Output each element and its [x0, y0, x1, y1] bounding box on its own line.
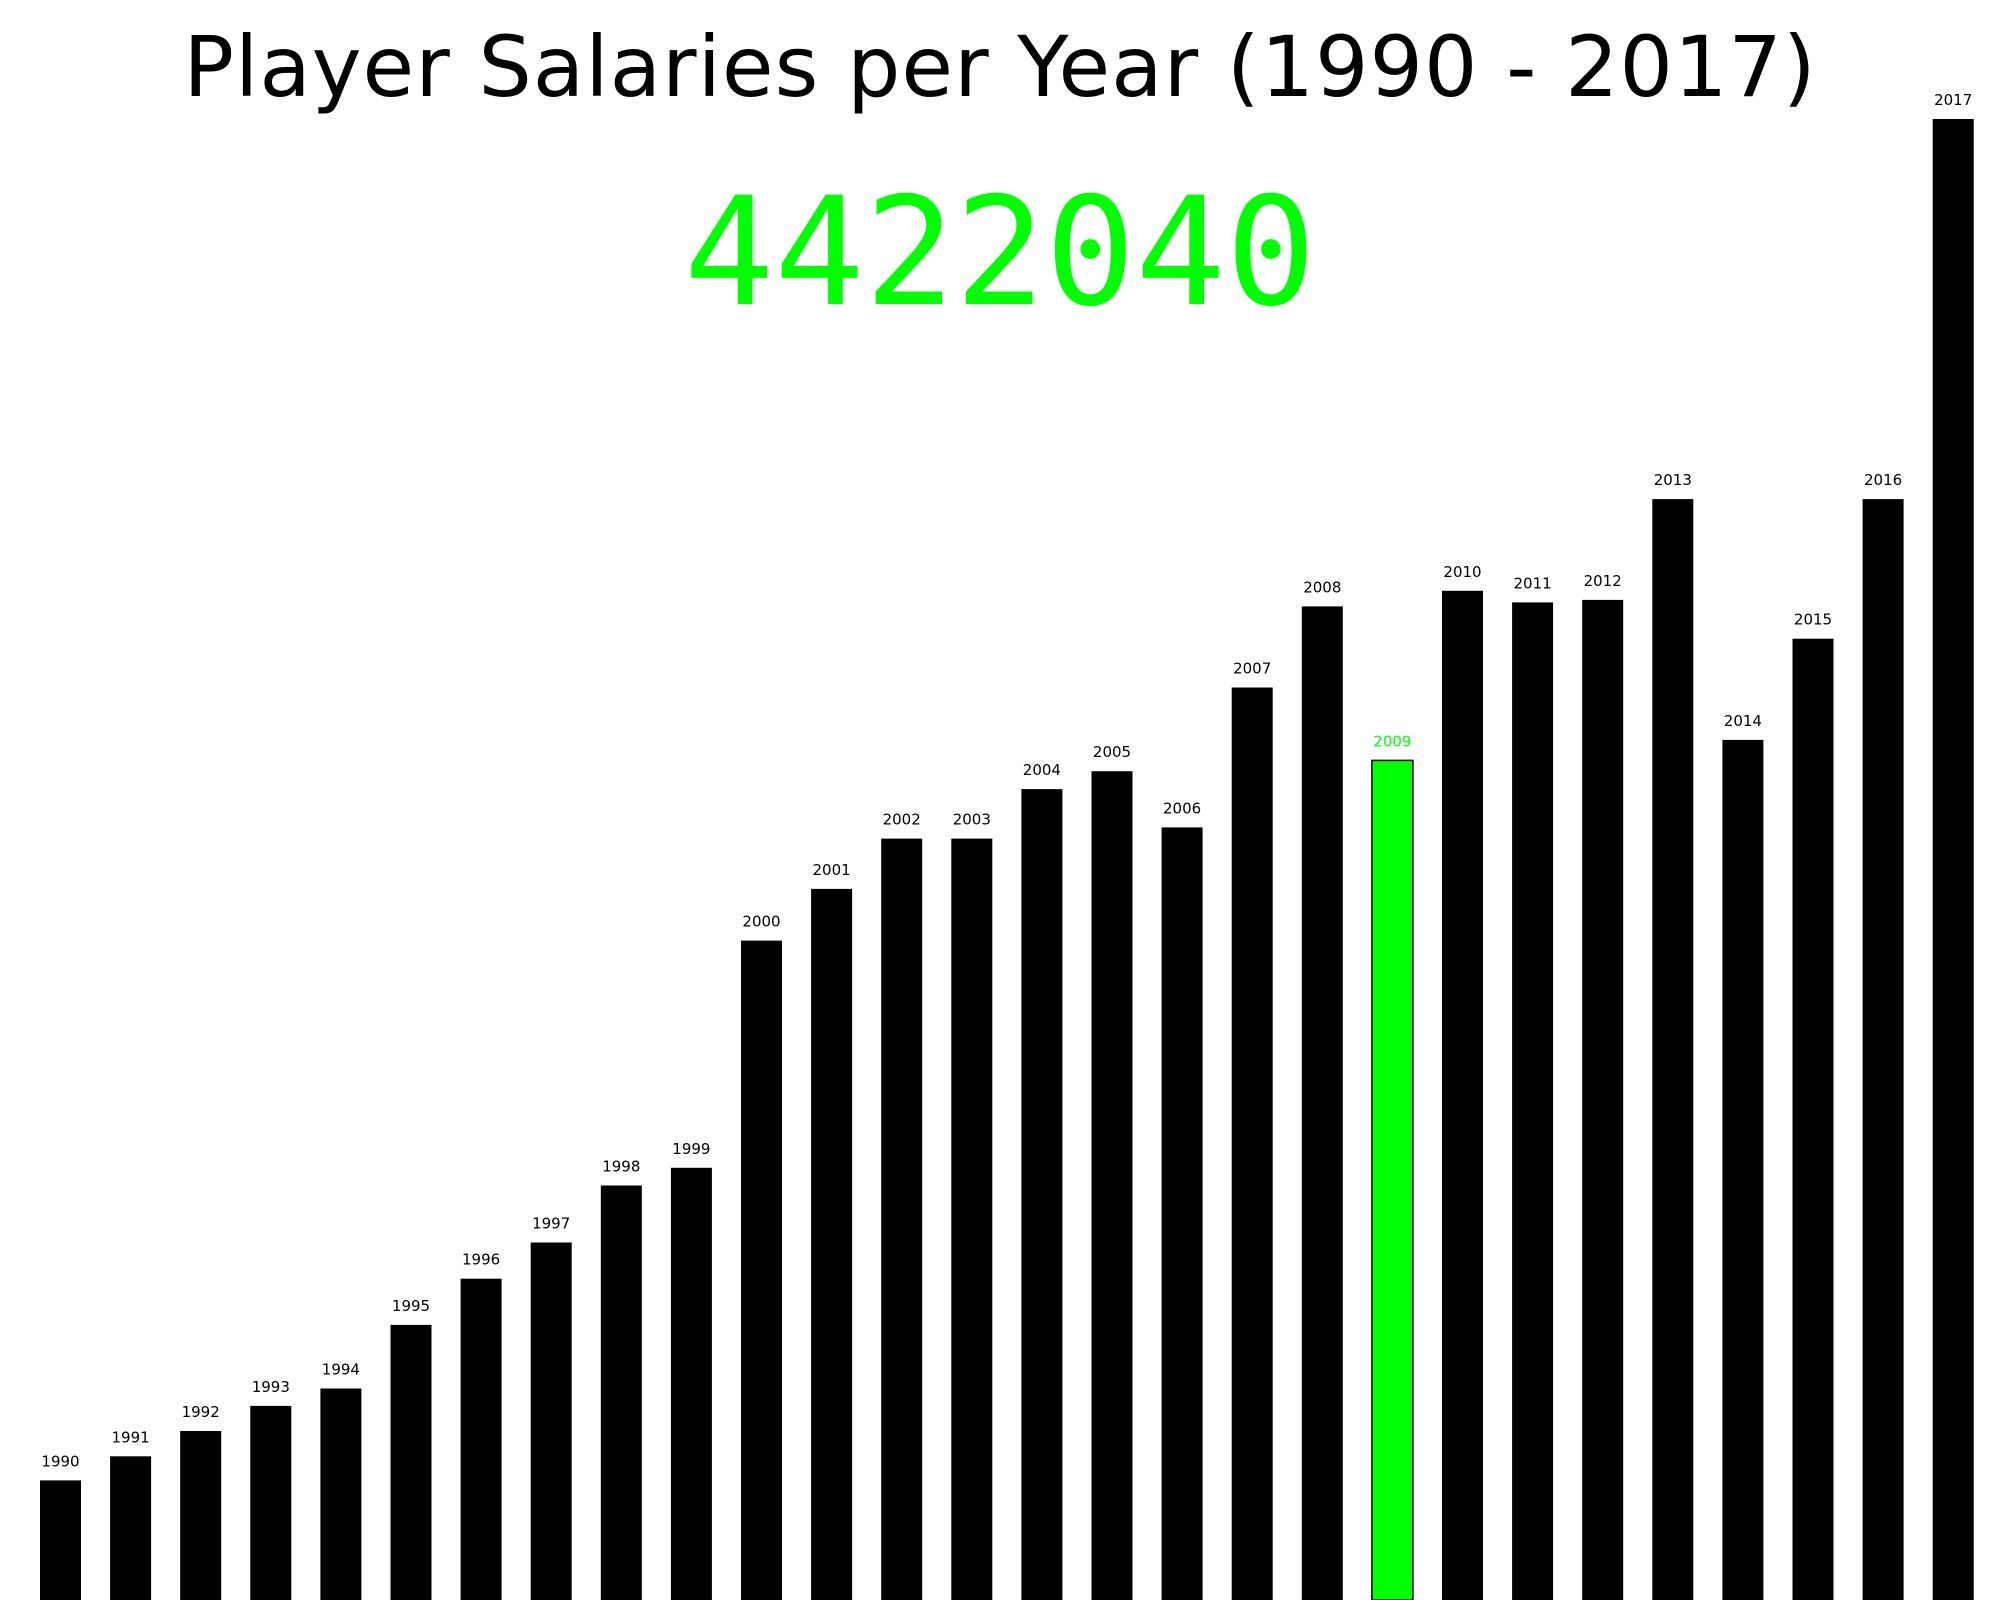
bar-label-2005: 2005 [1093, 743, 1131, 761]
bar-label-1997: 1997 [532, 1215, 570, 1233]
chart-title: Player Salaries per Year (1990 - 2017) [183, 18, 1817, 116]
bar-label-2013: 2013 [1654, 471, 1692, 489]
hover-value-readout: 4422040 [683, 166, 1317, 340]
bar-2000[interactable] [741, 940, 782, 1600]
bar-2002[interactable] [881, 838, 923, 1600]
bar-2008[interactable] [1301, 606, 1343, 1600]
bar-1991[interactable] [110, 1456, 152, 1600]
bar-label-1994: 1994 [322, 1361, 360, 1379]
bar-label-2016: 2016 [1864, 471, 1902, 489]
bar-2005[interactable] [1091, 771, 1133, 1600]
bar-2011[interactable] [1512, 602, 1554, 1600]
bar-label-1991: 1991 [112, 1428, 150, 1446]
bar-2001[interactable] [811, 888, 853, 1600]
bar-label-2006: 2006 [1163, 799, 1201, 817]
bar-label-2003: 2003 [953, 811, 991, 829]
bar-2012[interactable] [1582, 599, 1624, 1600]
bar-1990[interactable] [40, 1480, 81, 1600]
bar-label-2004: 2004 [1023, 761, 1061, 779]
bar-label-2010: 2010 [1443, 563, 1481, 581]
bar-label-2001: 2001 [813, 861, 851, 879]
bar-1997[interactable] [530, 1242, 572, 1600]
bar-2010[interactable] [1442, 590, 1483, 1600]
bar-label-1998: 1998 [602, 1158, 640, 1176]
bar-label-2007: 2007 [1233, 660, 1271, 678]
bar-2015[interactable] [1792, 638, 1834, 1600]
bar-2006[interactable] [1161, 827, 1203, 1600]
bar-1998[interactable] [600, 1185, 642, 1600]
bar-label-1993: 1993 [252, 1378, 290, 1396]
bar-label-2002: 2002 [883, 811, 921, 829]
bar-1996[interactable] [460, 1278, 502, 1600]
bar-label-1999: 1999 [672, 1140, 710, 1158]
bar-1999[interactable] [670, 1167, 712, 1600]
bar-2014[interactable] [1722, 739, 1764, 1600]
bar-label-2009: 2009 [1373, 732, 1411, 750]
bar-1992[interactable] [180, 1431, 222, 1600]
bar-label-1992: 1992 [182, 1403, 220, 1421]
bar-2004[interactable] [1021, 789, 1063, 1600]
bar-2007[interactable] [1231, 687, 1273, 1600]
bar-label-2000: 2000 [742, 913, 780, 931]
bar-2013[interactable] [1652, 499, 1694, 1600]
bar-2009[interactable] [1371, 759, 1414, 1600]
bar-label-1996: 1996 [462, 1251, 500, 1269]
bar-label-2011: 2011 [1514, 574, 1552, 592]
bar-label-2015: 2015 [1794, 611, 1832, 629]
bar-2003[interactable] [951, 838, 993, 1600]
bar-1995[interactable] [390, 1324, 432, 1600]
bar-label-2008: 2008 [1303, 578, 1341, 596]
bar-2016[interactable] [1862, 499, 1904, 1600]
bar-1993[interactable] [250, 1405, 292, 1600]
bar-label-2012: 2012 [1584, 572, 1622, 590]
bar-1994[interactable] [320, 1388, 362, 1600]
bar-2017[interactable] [1932, 119, 1974, 1600]
bar-label-2014: 2014 [1724, 712, 1762, 730]
bar-label-1995: 1995 [392, 1297, 430, 1315]
bar-label-2017: 2017 [1934, 91, 1972, 109]
bar-label-1990: 1990 [41, 1452, 79, 1470]
